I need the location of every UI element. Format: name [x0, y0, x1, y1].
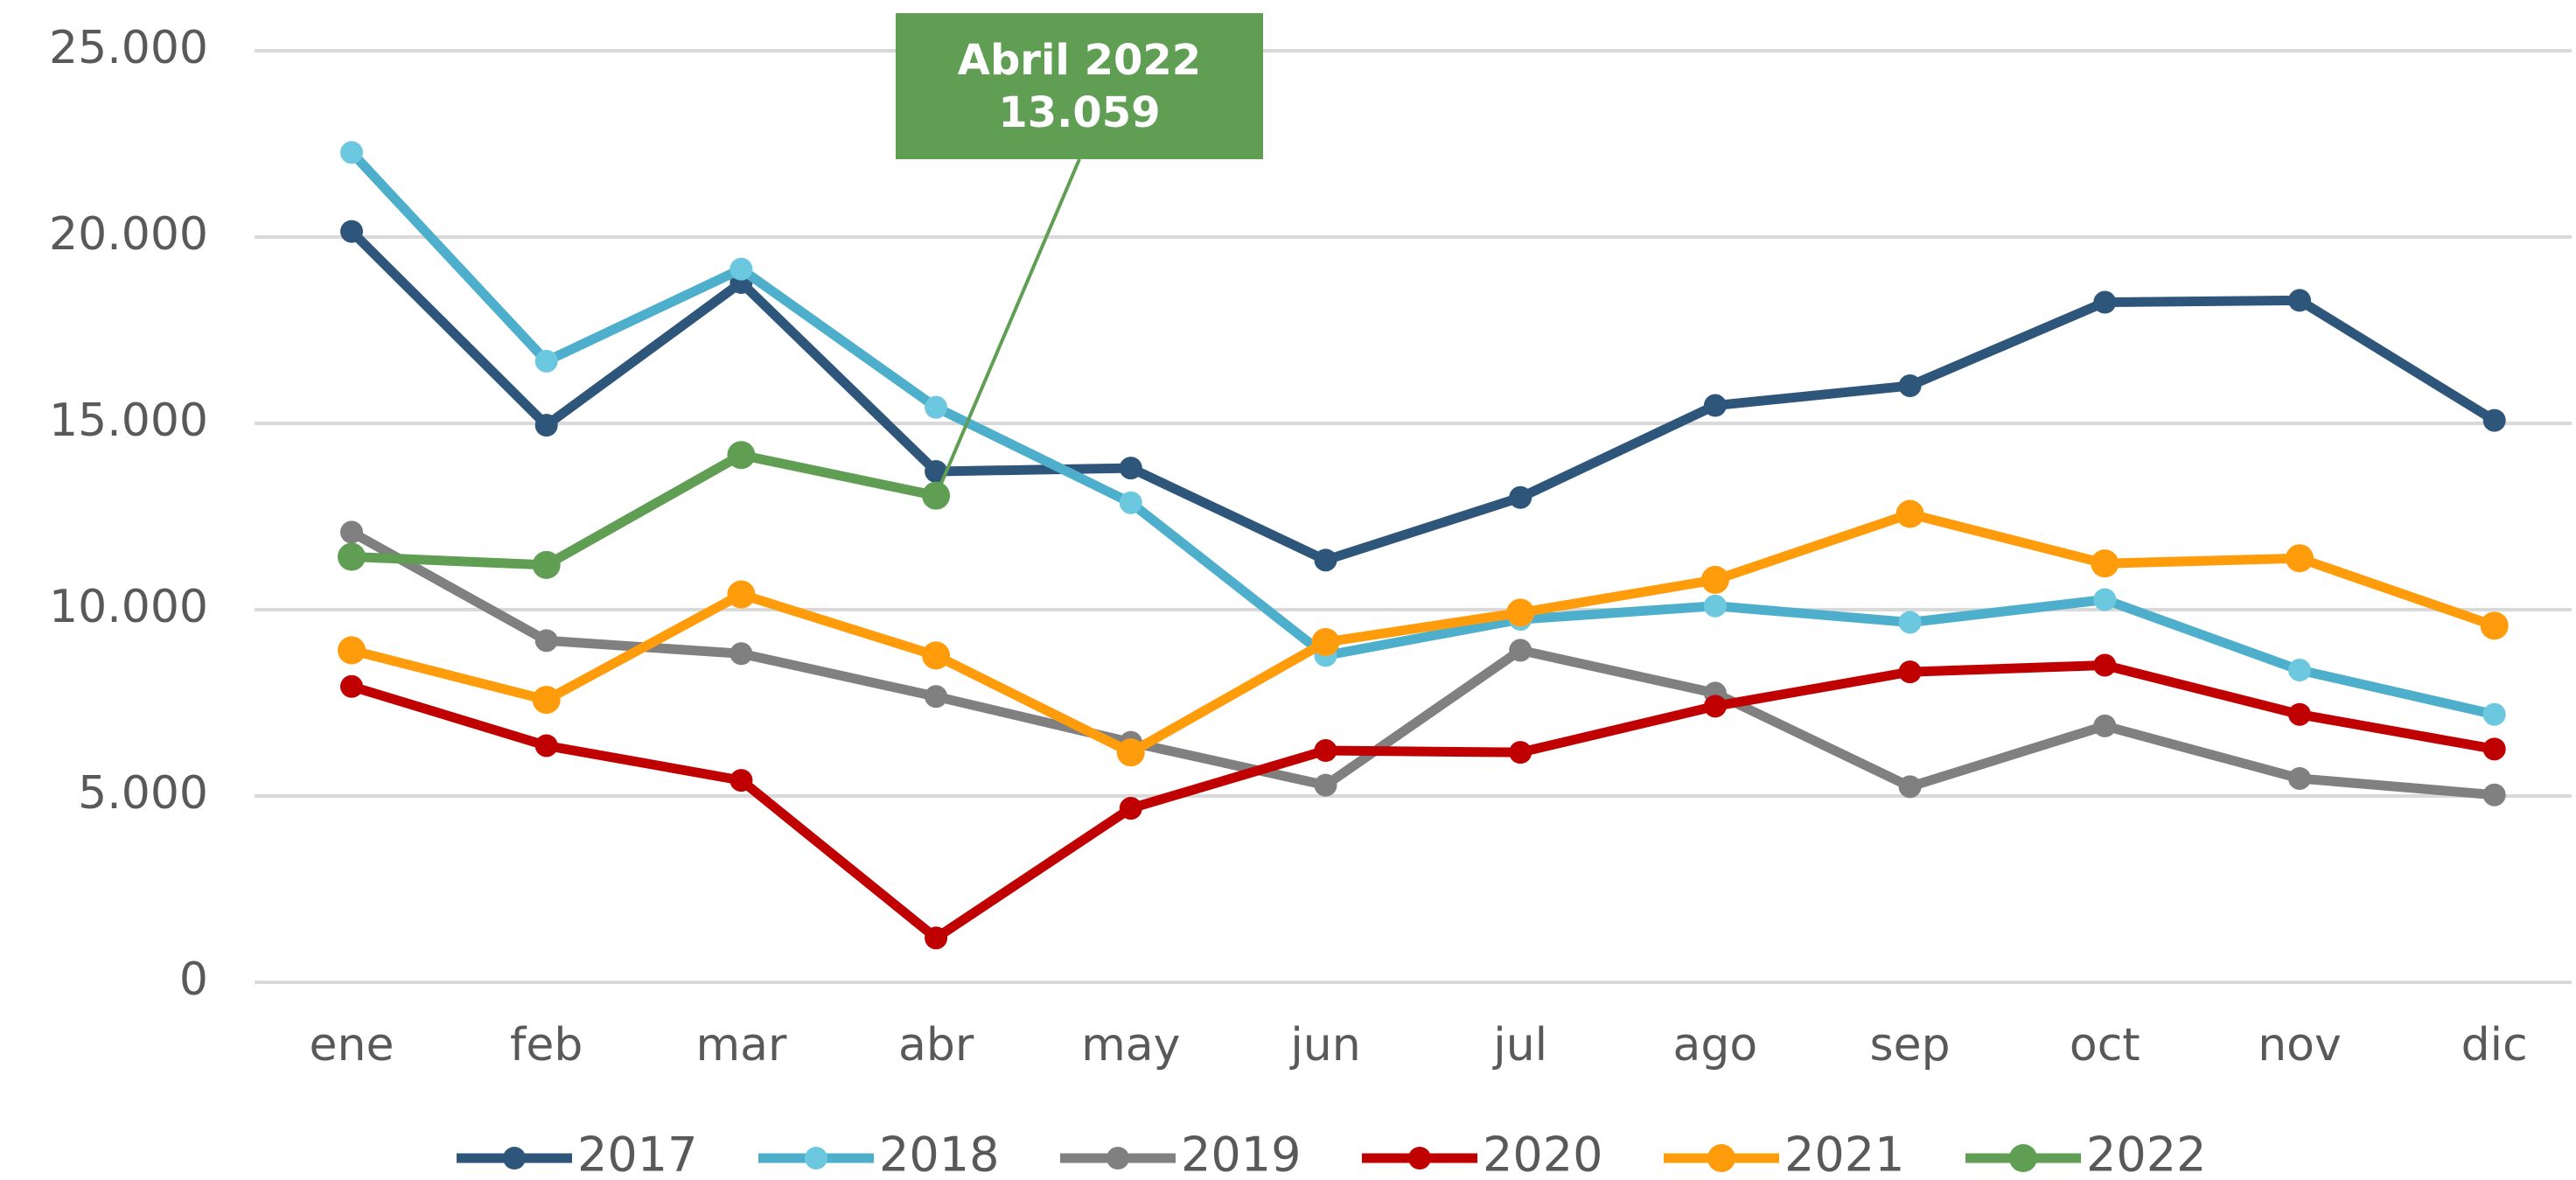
- x-tick-label: jul: [1492, 1019, 1547, 1072]
- point: [2093, 588, 2117, 611]
- point: [534, 414, 558, 437]
- point: [2093, 653, 2117, 677]
- legend-label: 2020: [1483, 1128, 1602, 1180]
- point: [2286, 544, 2314, 573]
- point: [1509, 639, 1532, 662]
- x-tick-label: ago: [1673, 1019, 1758, 1072]
- y-tick-label: 25.000: [49, 22, 208, 74]
- legend-label: 2022: [2086, 1128, 2206, 1180]
- point: [1314, 548, 1337, 572]
- y-tick-label: 15.000: [49, 394, 208, 447]
- point: [730, 642, 753, 666]
- point: [1898, 775, 1922, 799]
- point: [1116, 738, 1145, 767]
- x-tick-label: jun: [1289, 1019, 1360, 1072]
- point: [1895, 499, 1924, 528]
- y-tick-label: 0: [179, 953, 208, 1006]
- y-tick-label: 5.000: [78, 767, 208, 820]
- legend-marker: [2009, 1144, 2037, 1172]
- x-tick-label: oct: [2070, 1019, 2140, 1072]
- x-tick-label: feb: [510, 1019, 583, 1072]
- point: [1119, 457, 1142, 480]
- annotation-text: Abril 2022: [958, 36, 1201, 85]
- series-line: [347, 149, 2496, 720]
- point: [2480, 611, 2509, 640]
- point: [1314, 773, 1337, 797]
- x-tick-label: mar: [695, 1019, 787, 1072]
- point: [925, 395, 948, 419]
- point: [340, 141, 363, 164]
- legend-marker: [805, 1147, 827, 1170]
- point: [730, 769, 753, 792]
- x-tick-label: abr: [898, 1019, 974, 1072]
- y-tick-label: 10.000: [49, 581, 208, 633]
- legend-label: 2021: [1784, 1128, 1904, 1180]
- x-tick-label: sep: [1870, 1019, 1951, 1072]
- point: [1700, 565, 1729, 594]
- x-tick-label: ene: [310, 1019, 394, 1072]
- point: [340, 520, 363, 544]
- legend-label: 2018: [879, 1128, 999, 1180]
- point: [925, 926, 948, 950]
- point: [2482, 737, 2506, 761]
- point: [340, 674, 363, 698]
- point: [2482, 783, 2506, 806]
- point: [925, 685, 948, 709]
- x-tick-label: nov: [2258, 1019, 2342, 1072]
- point: [1703, 394, 1727, 417]
- point: [1509, 485, 1532, 509]
- y-tick-label: 20.000: [49, 208, 208, 261]
- point: [2288, 289, 2311, 312]
- point: [727, 441, 756, 470]
- point: [1119, 491, 1142, 514]
- point: [1703, 594, 1727, 618]
- annotation-leader: [934, 158, 1081, 497]
- series-line: [350, 509, 2496, 758]
- annotation-text: 13.059: [998, 88, 1160, 137]
- series-line: [348, 227, 2497, 565]
- point: [532, 550, 561, 579]
- point: [2288, 766, 2311, 790]
- point: [1311, 628, 1340, 657]
- series-line: [349, 527, 2496, 800]
- point: [730, 257, 753, 281]
- point: [1506, 598, 1535, 627]
- legend-marker: [1707, 1144, 1735, 1172]
- legend-marker: [1106, 1147, 1129, 1170]
- point: [2288, 659, 2311, 682]
- legend-marker: [503, 1147, 526, 1170]
- point: [534, 734, 558, 758]
- point: [338, 636, 366, 665]
- series-line: [351, 450, 938, 570]
- point: [2482, 702, 2506, 726]
- point: [1509, 741, 1532, 765]
- point: [1898, 611, 1922, 634]
- point: [1898, 374, 1922, 397]
- point: [534, 629, 558, 653]
- point: [2482, 408, 2506, 432]
- series-line: [350, 660, 2496, 943]
- point: [1314, 739, 1337, 763]
- point: [1703, 695, 1727, 718]
- point: [340, 220, 363, 243]
- point: [532, 686, 561, 715]
- x-tick-label: dic: [2461, 1019, 2528, 1072]
- point: [2093, 290, 2117, 314]
- x-tick-label: may: [1081, 1019, 1180, 1072]
- legend-label: 2019: [1181, 1128, 1301, 1180]
- point: [922, 641, 951, 670]
- point: [925, 459, 948, 483]
- point: [534, 349, 558, 373]
- point: [1898, 660, 1922, 684]
- point: [727, 580, 756, 609]
- point: [338, 542, 366, 571]
- annotation-box: [896, 13, 1263, 159]
- legend-marker: [1408, 1147, 1431, 1170]
- point: [2288, 702, 2311, 726]
- legend-label: 2017: [577, 1128, 697, 1180]
- point: [2093, 714, 2117, 737]
- point: [2091, 549, 2119, 578]
- point: [1119, 797, 1142, 820]
